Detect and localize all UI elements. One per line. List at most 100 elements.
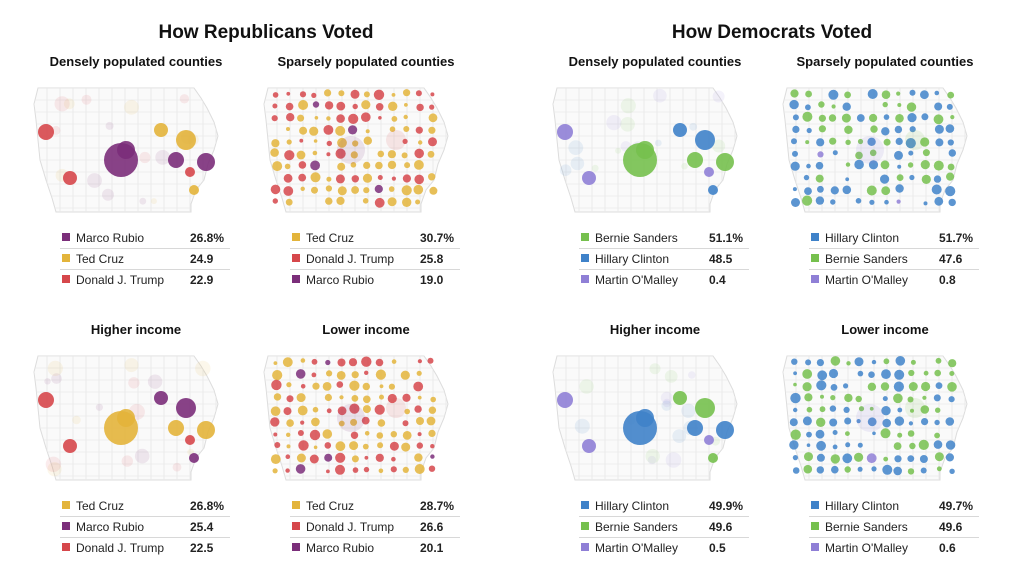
county-bubble [387,197,397,207]
legend-row: Donald J. Trump 22.9 [60,270,230,290]
county-bubble [63,439,77,453]
legend-candidate-name: Ted Cruz [306,231,355,245]
county-bubble [665,452,682,468]
county-bubble [845,177,850,182]
county-bubble [948,396,955,403]
county-bubble [374,197,385,208]
county-bubble [326,408,332,414]
county-bubble [430,396,436,403]
county-bubble [920,467,927,474]
county-bubble [829,405,837,412]
rep-sparse-title: Sparsely populated counties [277,54,455,69]
county-bubble [897,407,903,413]
county-bubble [374,184,383,194]
county-bubble [934,432,940,439]
county-bubble [427,150,435,158]
legend-swatch [62,522,70,530]
county-bubble [789,418,798,427]
legend-candidate-name: Bernie Sanders [825,520,908,534]
county-bubble [935,382,943,389]
county-bubble [844,466,851,473]
county-bubble [325,197,333,205]
county-bubble [893,393,903,404]
county-bubble [935,357,942,364]
county-bubble [933,160,944,171]
county-bubble [388,101,398,111]
county-bubble [336,114,345,123]
county-bubble [920,405,930,414]
county-bubble [857,466,863,472]
county-bubble [348,113,359,124]
county-bubble [802,111,813,122]
county-bubble [945,440,956,450]
county-bubble [324,393,332,402]
county-bubble [790,392,801,404]
county-bubble [284,150,295,161]
legend-swatch [581,275,589,283]
rep-sparse-legend: Ted Cruz 30.7% Donald J. Trump 25.8 Marco Ru… [290,228,460,290]
dem-lower-income-title: Lower income [841,322,929,337]
county-bubble [908,382,918,391]
county-bubble [883,456,889,462]
legend-candidate-name: Hillary Clinton [595,499,670,513]
county-bubble [38,124,54,140]
county-bubble [816,138,825,147]
county-bubble [197,421,215,439]
county-bubble [363,91,370,98]
county-bubble [361,356,372,367]
rep-dense-legend: Marco Rubio 26.8% Ted Cruz 24.9 Donald J. Tr… [60,228,230,290]
county-bubble [414,453,423,462]
county-bubble [606,115,622,131]
county-bubble [907,455,915,462]
county-bubble [793,407,798,413]
county-bubble [430,454,435,459]
county-bubble [414,174,424,185]
legend-row: Martin O'Malley 0.6 [809,538,979,558]
legend-value: 24.9 [190,252,214,266]
county-bubble [832,150,838,156]
county-bubble [362,443,369,450]
county-bubble [324,453,333,462]
legend-row: Marco Rubio 19.0 [290,270,460,290]
legend-candidate-name: Hillary Clinton [825,231,900,245]
county-bubble [283,407,292,416]
county-bubble [81,94,92,105]
county-bubble [335,452,346,463]
county-bubble [324,101,334,110]
county-bubble [429,186,438,195]
county-bubble [322,382,332,391]
county-bubble [933,394,941,402]
county-bubble [870,125,878,133]
rep-higher-income-map [33,355,219,481]
county-bubble [296,393,306,403]
county-bubble [893,442,902,450]
county-bubble [286,419,294,427]
county-bubble [845,139,851,145]
county-bubble [51,373,62,384]
legend-swatch [292,522,300,530]
legend-swatch [292,254,300,262]
county-bubble [881,406,891,416]
county-bubble [802,369,813,379]
county-bubble [557,392,573,408]
dem-higher-income-map [552,355,738,481]
county-bubble [881,369,891,379]
county-bubble [854,159,864,170]
county-bubble [189,453,199,463]
county-bubble [882,464,893,475]
legend-value: 49.9% [709,499,744,513]
county-bubble [934,90,940,96]
county-bubble [815,196,825,205]
county-bubble [300,420,305,425]
county-bubble [858,406,865,412]
county-bubble [557,124,573,140]
county-bubble [285,468,290,473]
county-bubble [286,432,291,437]
county-bubble [300,358,306,363]
county-bubble [559,164,572,176]
county-bubble [857,442,863,448]
dem-dense-panel: Densely populated counties Bernie Sanders… [545,54,765,304]
county-bubble [842,102,851,111]
county-bubble [934,124,944,134]
county-bubble [905,138,916,149]
